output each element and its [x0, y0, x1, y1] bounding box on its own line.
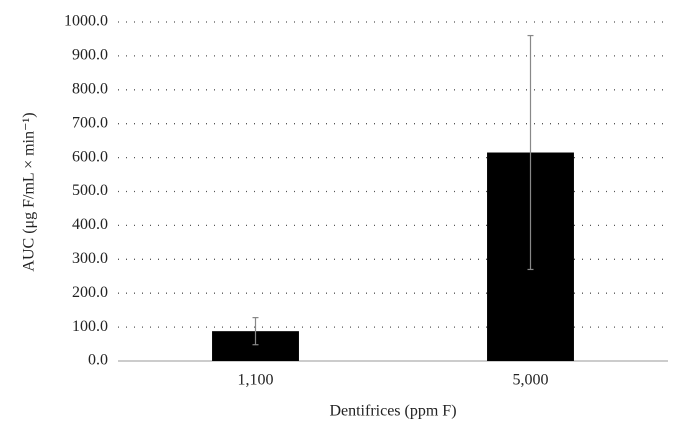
y-tick-label: 800.0: [72, 80, 108, 97]
error-bar: [527, 34, 534, 271]
error-bar: [252, 317, 259, 346]
x-axis-title: Dentifrices (ppm F): [329, 403, 456, 420]
y-tick-label: 200.0: [72, 284, 108, 301]
y-tick-label: 300.0: [72, 250, 108, 267]
y-tick-label: 0.0: [88, 352, 108, 369]
y-tick-label: 1000.0: [64, 13, 108, 30]
y-tick-label: 400.0: [72, 216, 108, 233]
y-tick-label: 100.0: [72, 318, 108, 335]
y-tick-label: 500.0: [72, 182, 108, 199]
y-tick-label: 900.0: [72, 47, 108, 64]
y-tick-label: 600.0: [72, 148, 108, 165]
x-tick-label: 5,000: [513, 372, 549, 389]
y-axis-title: AUC (μg F/mL × min⁻¹): [21, 112, 38, 271]
y-tick-label: 700.0: [72, 114, 108, 131]
x-tick-label: 1,100: [238, 372, 274, 389]
